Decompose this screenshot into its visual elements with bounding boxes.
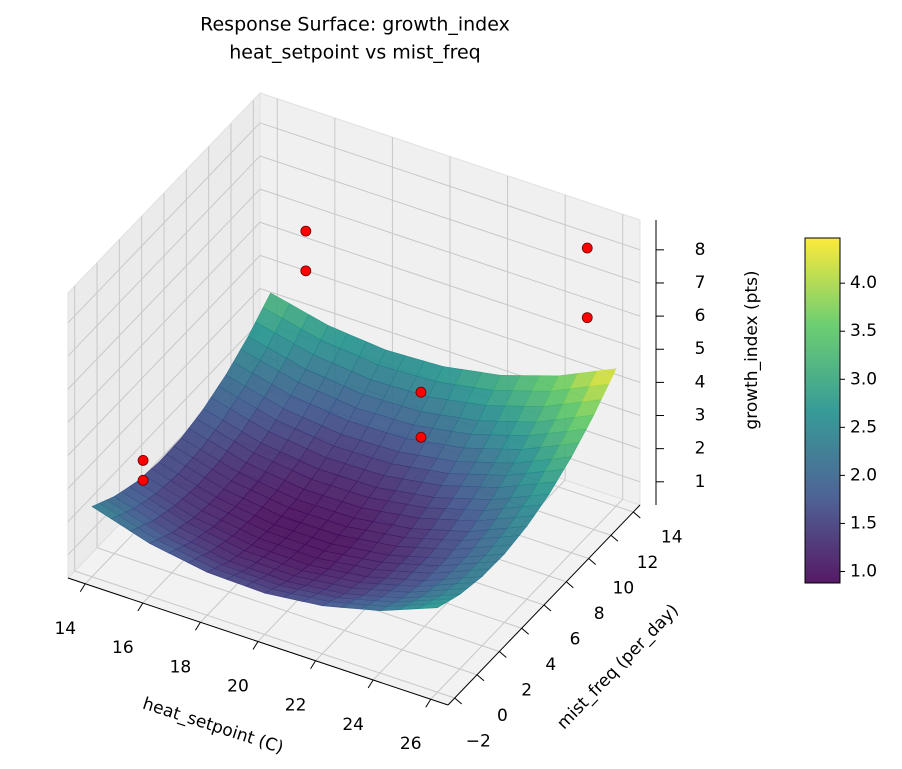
y-tick [454,697,463,705]
z-axis-label: growth_index (pts) [742,270,762,429]
colorbar-tick-label: 4.0 [850,273,877,293]
grid-line [259,221,641,350]
data-point [415,386,427,398]
z-tick-label: 1 [695,472,706,492]
grid-line [259,155,641,284]
y-tick [566,581,574,589]
z-tick-label: 6 [695,306,706,326]
y-tick [476,674,485,682]
y-tick-label: 14 [661,528,683,548]
x-tick-label: 20 [227,677,249,697]
x-axis-label: heat_setpoint (C) [140,694,286,758]
y-tick-label: 0 [497,706,508,726]
grid-line [67,255,261,456]
data-point [581,312,593,324]
grid-line [67,288,261,489]
grid-line [67,188,261,390]
x-tick [252,641,259,650]
x-tick-label: 22 [285,696,307,716]
x-tick-label: 24 [342,715,364,735]
data-point [137,474,149,486]
x-tick [79,583,86,593]
z-tick-label: 7 [695,273,706,293]
grid-line [67,122,261,324]
y-tick-label: 2 [521,680,532,700]
z-tick-label: 5 [695,339,706,359]
y-tick-label: 4 [545,655,556,675]
y-tick [610,534,619,542]
grid-line [259,254,641,383]
grid-line [67,321,261,523]
y-tick [499,651,507,658]
z-tick-label: 4 [695,372,706,392]
data-point [581,242,593,254]
chart-title: Response Surface: growth_index [200,14,510,36]
x-tick [367,679,374,689]
surface-patch [418,603,446,609]
y-axis-label: mist_freq (per_day) [553,600,683,733]
colorbar-tick-label: 3.5 [850,321,877,341]
chart-subtitle: heat_setpoint vs mist_freq [229,42,481,64]
colorbar-tick-label: 2.0 [850,465,877,485]
x-tick [195,621,201,631]
colorbar-tick-label: 1.0 [850,561,877,581]
z-tick-label: 8 [695,240,706,260]
x-tick-label: 26 [400,734,422,754]
z-tick-label: 2 [695,439,706,459]
y-tick-label: 8 [594,604,605,624]
colorbar [804,237,841,584]
x-tick [137,602,144,612]
data-point [415,431,427,443]
x-tick [425,698,432,708]
y-tick [588,558,596,565]
grid-line [259,188,641,317]
x-tick-label: 16 [112,638,134,658]
x-tick [310,660,316,670]
y-tick-label: 12 [637,553,659,573]
colorbar-tick-label: 2.5 [850,417,877,437]
data-point [300,225,312,237]
y-tick-label: 10 [613,579,635,599]
data-point [137,455,149,466]
colorbar-tick-label: 3.0 [850,369,877,389]
x-tick-label: 18 [170,657,192,677]
grid-line [96,547,478,676]
data-point [300,265,312,277]
grid-line [67,155,261,357]
grid-line [259,122,641,251]
y-tick [543,604,552,612]
grid-line [67,221,261,423]
x-tick-label: 14 [54,619,76,639]
y-tick [632,511,641,519]
y-tick-label: 6 [570,630,581,650]
y-tick-label: −2 [466,731,491,751]
colorbar-tick-label: 1.5 [850,513,877,533]
grid-line [74,570,455,699]
z-tick-label: 3 [695,406,706,426]
y-tick [521,627,529,635]
